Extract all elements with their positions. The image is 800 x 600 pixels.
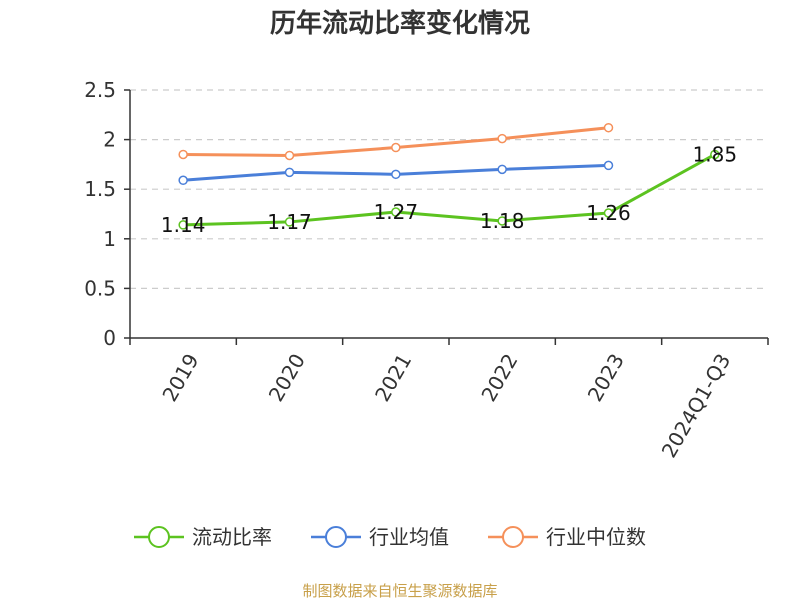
legend-marker-icon <box>148 526 170 548</box>
x-tick-label: 2021 <box>370 350 416 406</box>
y-tick-label: 1 <box>103 227 116 251</box>
data-labels: 1.14 1.17 1.27 1.18 1.26 1.85 <box>161 142 737 236</box>
data-point <box>603 208 614 218</box>
x-tick-label: 2023 <box>583 350 629 406</box>
legend-marker-icon <box>502 526 524 548</box>
y-tick-label: 2.5 <box>84 78 116 102</box>
y-tick-label: 2 <box>103 128 116 152</box>
legend-item[interactable]: 行业中位数 <box>488 525 646 549</box>
series-lines <box>178 122 720 230</box>
source-note: 制图数据来自恒生聚源数据库 <box>302 582 497 600</box>
series-line <box>183 153 716 227</box>
y-axis-ticks: 0 0.5 1 1.5 2 2.5 <box>84 78 130 350</box>
data-point <box>497 216 507 226</box>
data-label: 1.85 <box>693 142 738 166</box>
legend-label: 行业均值 <box>369 525 449 549</box>
y-tick-label: 0 <box>103 326 116 350</box>
data-point <box>178 175 188 186</box>
data-point <box>178 220 188 230</box>
x-tick-label: 2020 <box>264 350 310 406</box>
legend-item[interactable]: 行业均值 <box>311 525 449 549</box>
data-point <box>603 122 614 133</box>
x-tick-label: 2022 <box>476 349 522 405</box>
chart-title: 历年流动比率变化情况 <box>270 8 530 39</box>
y-tick-label: 0.5 <box>84 276 116 300</box>
y-tick-label: 1.5 <box>84 177 116 201</box>
data-point <box>710 149 720 160</box>
data-point <box>497 133 507 144</box>
data-point <box>497 164 507 175</box>
x-tick-label: 2019 <box>157 350 203 406</box>
data-point <box>284 150 295 161</box>
data-point <box>178 149 188 160</box>
data-point <box>391 169 401 180</box>
data-point <box>391 207 401 217</box>
legend-label: 行业中位数 <box>546 525 646 549</box>
x-tick-label: 2024Q1-Q3 <box>657 350 736 462</box>
legend-item[interactable]: 流动比率 <box>134 525 272 549</box>
x-axis-ticks: 2019 2020 2021 2022 2023 2024Q1-Q3 <box>129 338 769 462</box>
legend[interactable]: 流动比率 行业均值 行业中位数 <box>134 525 646 549</box>
data-point <box>603 160 614 171</box>
legend-label: 流动比率 <box>192 525 272 549</box>
axes <box>129 90 768 339</box>
legend-marker-icon <box>325 526 347 548</box>
data-point <box>284 217 295 227</box>
data-label: 1.18 <box>480 209 525 233</box>
data-point <box>391 142 401 153</box>
data-point <box>284 167 295 178</box>
grid-lines <box>130 89 768 289</box>
data-label: 1.14 <box>161 213 206 237</box>
data-label: 1.17 <box>267 210 312 234</box>
data-label: 1.26 <box>586 201 631 225</box>
data-label: 1.27 <box>374 200 419 224</box>
